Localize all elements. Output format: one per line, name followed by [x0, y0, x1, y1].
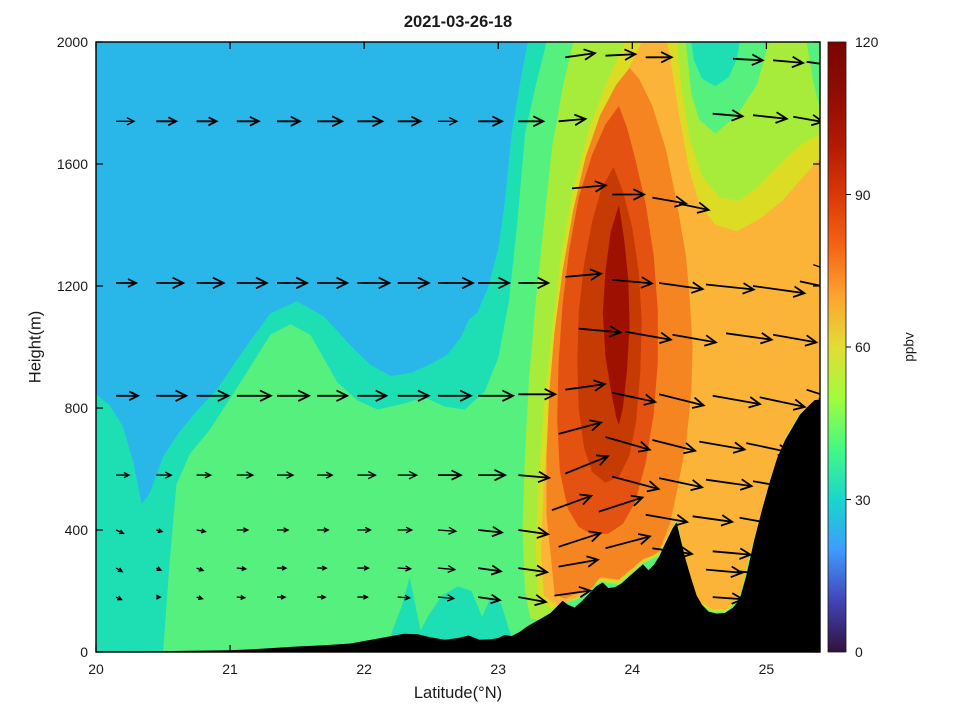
- terrain-silhouette: [96, 399, 820, 652]
- colorbar-tick-label: 30: [855, 491, 871, 508]
- x-tick-label: 25: [758, 661, 775, 677]
- x-tick-label: 21: [222, 661, 238, 677]
- wind-quiver-arrows: [115, 48, 820, 607]
- colorbar: [827, 41, 847, 653]
- axes-frame: [95, 41, 821, 653]
- x-axis-label: Latitude(°N): [413, 684, 503, 702]
- x-tick-label: 20: [88, 661, 104, 677]
- y-tick-label: 0: [80, 644, 88, 660]
- chart-title: 2021-03-26-18: [403, 13, 513, 31]
- colorbar-tick-label: 0: [855, 644, 863, 660]
- colorbar-tick-label: 90: [855, 186, 871, 203]
- contour-bands: [96, 42, 820, 652]
- colorbar-ticks: [846, 193, 851, 501]
- y-tick-label: 2000: [56, 34, 88, 50]
- y-tick-label: 800: [64, 400, 88, 416]
- y-tick-label: 1600: [56, 156, 88, 172]
- x-tick-label: 23: [490, 661, 506, 677]
- x-tick-label: 22: [356, 661, 372, 677]
- axis-ticks: [95, 41, 820, 653]
- y-tick-label: 1200: [56, 278, 88, 294]
- x-tick-label: 24: [624, 661, 641, 677]
- colorbar-tick-label: 120: [855, 34, 879, 50]
- colorbar-unit-label: ppbv: [901, 332, 917, 362]
- y-axis-label: Height(m): [26, 310, 45, 384]
- y-tick-label: 400: [64, 522, 88, 538]
- colorbar-tick-label: 60: [855, 339, 871, 355]
